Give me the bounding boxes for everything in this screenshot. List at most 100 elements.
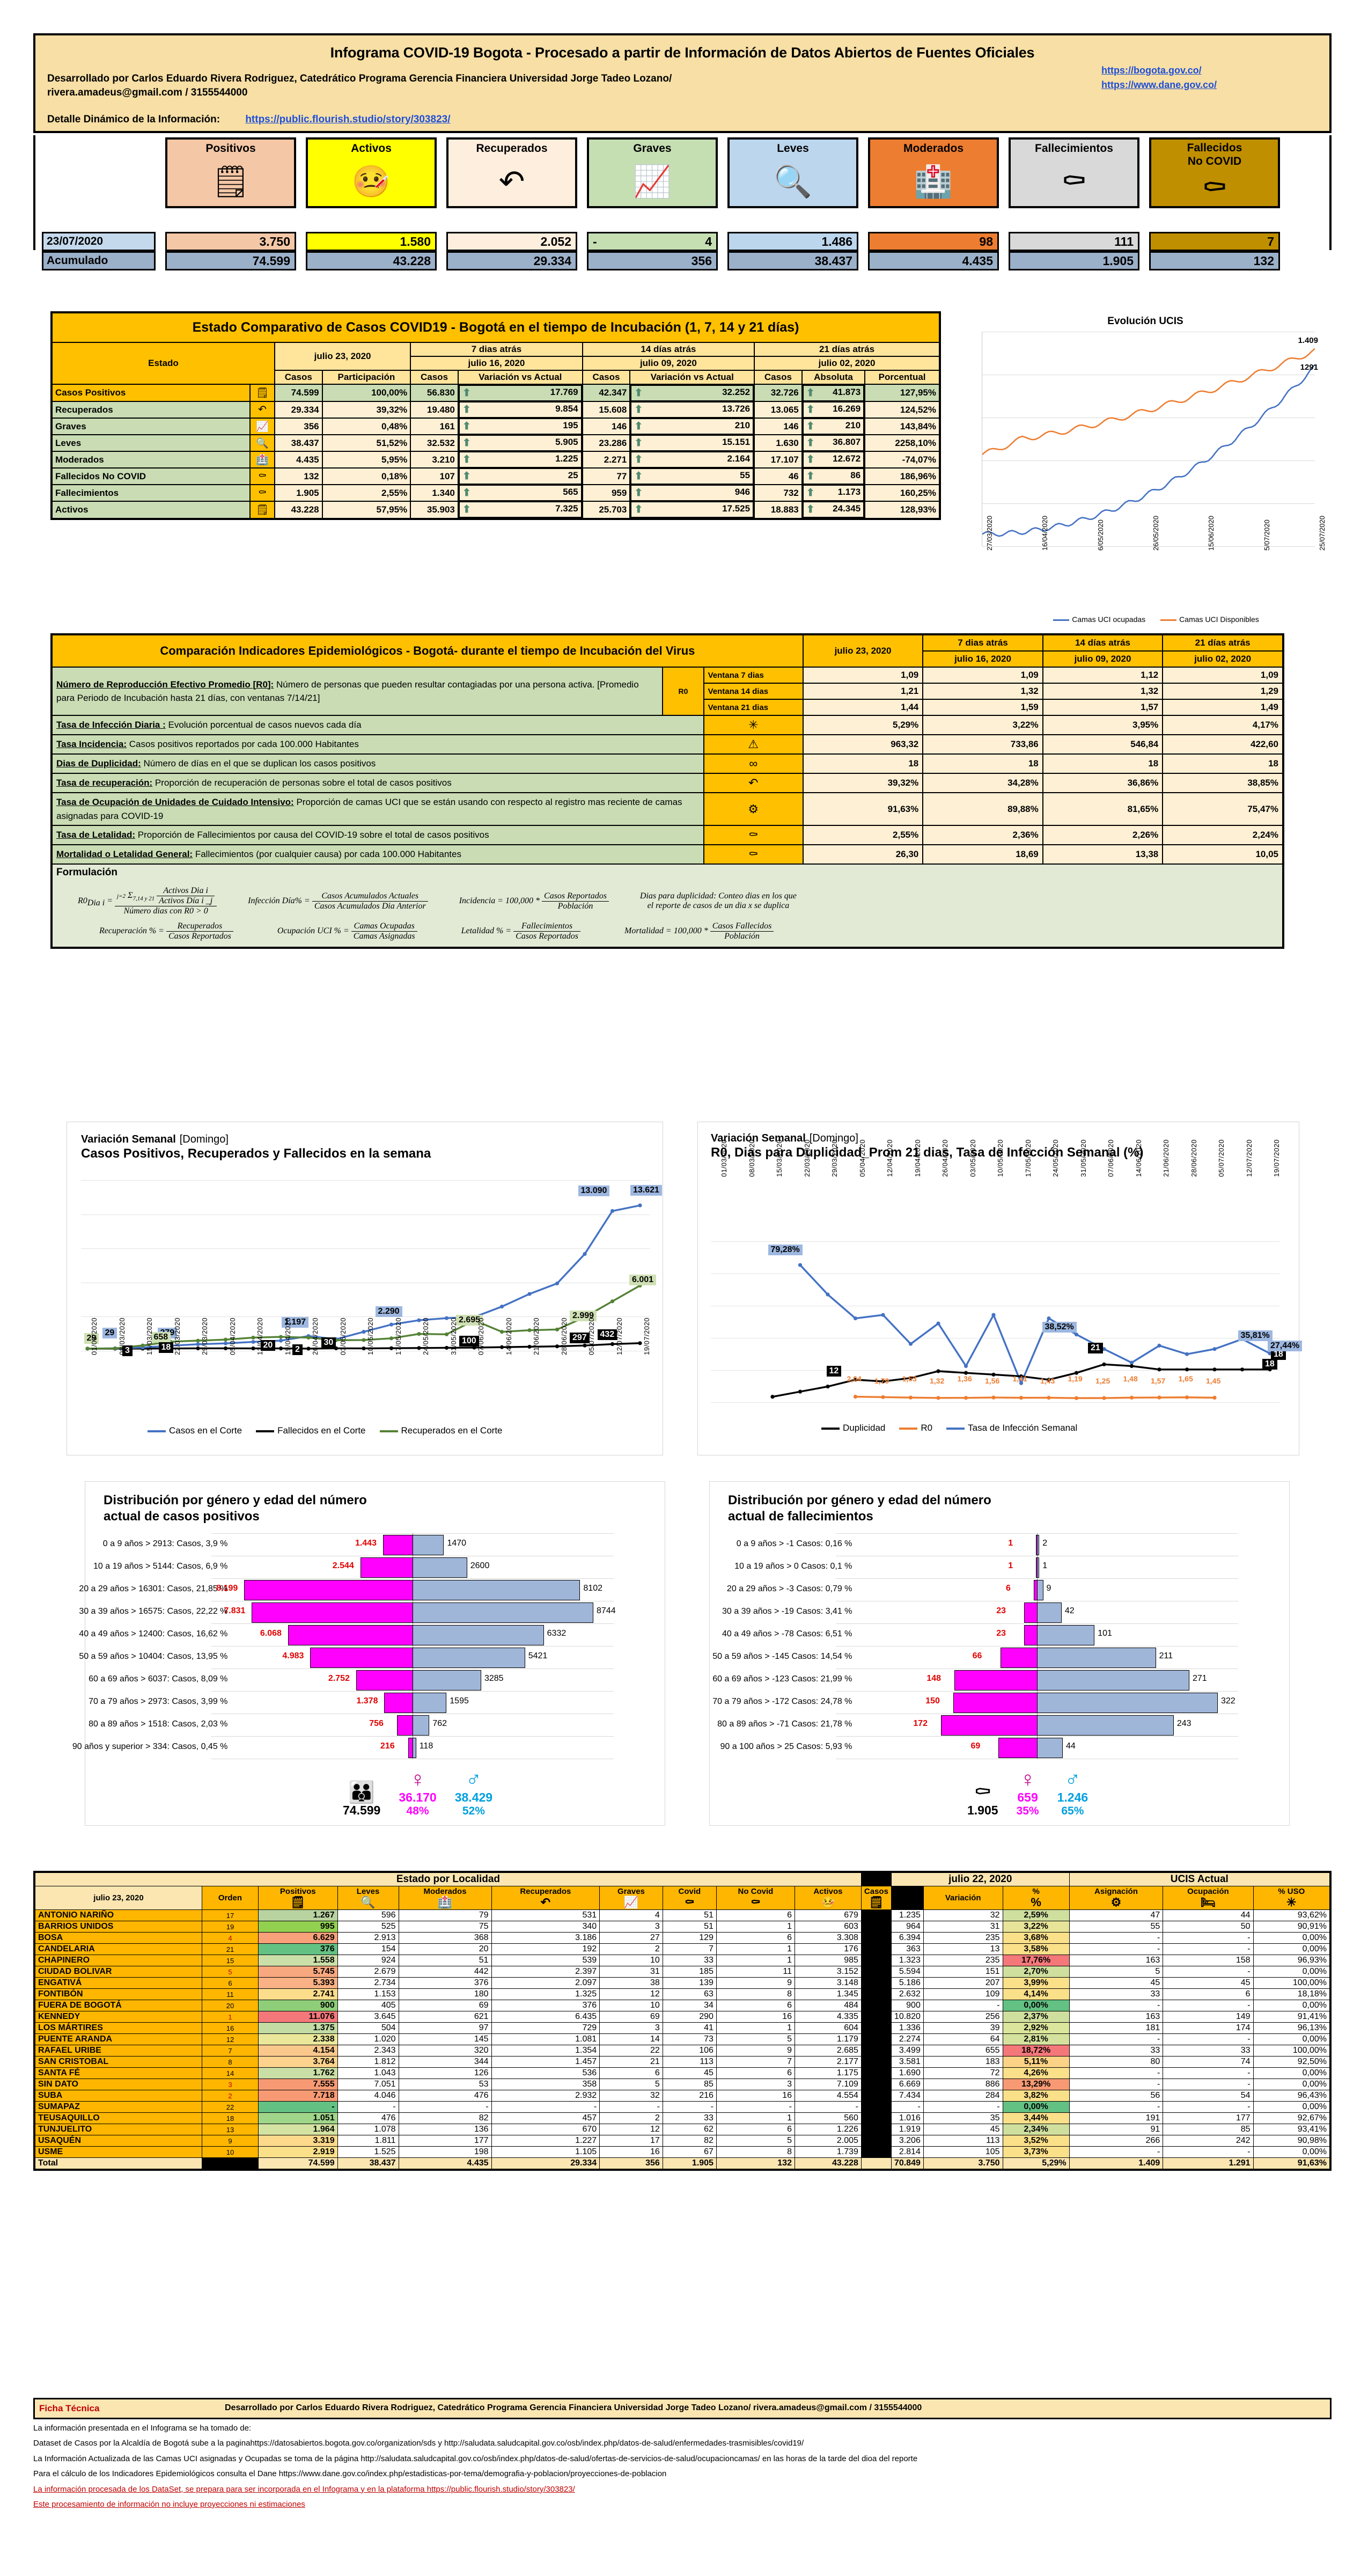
table-row[interactable]: SUBA 2 7.718 4.046 476 2.932 32 216 16 4.554 7.434… xyxy=(34,2090,1331,2102)
table-row[interactable]: CANDELARIA 21 376 154 20 192 2 7 1 176 363 13 3,58% -… xyxy=(34,1943,1331,1956)
data-label: 79,28% xyxy=(768,1245,803,1256)
cmp-casos-p0: 35.903 xyxy=(410,501,459,519)
pyramid-positives: Distribución por género y edad del númer… xyxy=(72,1481,665,1826)
chart2-title: Variación Semanal [Domingo] xyxy=(711,1132,858,1144)
age-group-label: 80 a 89 años > 1518: Casos, 2,03 % xyxy=(89,1719,228,1729)
locality-order: 9 xyxy=(202,2135,259,2147)
table-row[interactable]: FUERA DE BOGOTÁ 20 900 405 69 376 10 34 6 484 900-… xyxy=(34,2000,1331,2012)
indicator-value-v21: 18 xyxy=(1162,753,1284,774)
header-icon: ⚰ xyxy=(751,1896,761,1909)
indicator-value-v21: 422,60 xyxy=(1162,734,1284,755)
table-row[interactable]: FONTIBÓN 11 2.741 1.153 180 1.325 12 63 8 1.345 2.… xyxy=(34,1988,1331,2001)
locality-leves: 1.811 xyxy=(337,2135,399,2147)
cmp-var-p0: ⬆ 5.905 xyxy=(458,435,582,451)
locality-pct: 13,29% xyxy=(1002,2079,1070,2091)
trend-up-arrow-icon: ⬆ xyxy=(634,387,643,399)
cmp-casos-p0: 161 xyxy=(410,418,459,435)
legend-swatch xyxy=(148,1430,166,1432)
indicator-value-v14: 546,84 xyxy=(1042,734,1164,755)
total-value: 74.599 xyxy=(343,1803,381,1817)
cmp-var-p0: ⬆ 25 xyxy=(458,468,582,485)
table-row[interactable]: CHAPINERO 15 1.558 924 51 539 10 33 1 985 1.323 235… xyxy=(34,1955,1331,1967)
indicators-body: Número de Reproducción Efectivo Promedio… xyxy=(50,667,1284,865)
locality-activos: 1.226 xyxy=(794,2124,862,2136)
locality-order: 17 xyxy=(202,1909,259,1922)
bar-male xyxy=(413,1670,481,1690)
link-flourish-story[interactable]: https://public.flourish.studio/story/303… xyxy=(245,114,451,125)
kpi-accum-label: Acumulado xyxy=(42,251,156,270)
table-row[interactable]: PUENTE ARANDA 12 2.338 1.020 145 1.081 14 73 5 1.… xyxy=(34,2033,1331,2046)
male-group: ♂ 38.429 52% xyxy=(455,1769,492,1818)
bar-male-value: 8744 xyxy=(597,1606,616,1615)
table-row[interactable]: TEUSAQUILLO 18 1.051 476 82 457 2 33 1 560 1.016 35… xyxy=(34,2112,1331,2125)
locality-order: 8 xyxy=(202,2056,259,2068)
author-info: Desarrollado por Carlos Eduardo Rivera R… xyxy=(47,72,938,99)
legend-swatch xyxy=(379,1430,398,1432)
locality-recuperados: 1.354 xyxy=(491,2045,600,2057)
table-row[interactable]: TUNJUELITO 13 1.964 1.078 136 670 12 62 6 1.226 1.… xyxy=(34,2124,1331,2136)
gear-icon: ⚙ xyxy=(703,792,804,826)
locality-positivos: 1.375 xyxy=(258,2022,338,2035)
formula-recuperacion: Recuperación % = Recuperados Casos Report… xyxy=(99,921,233,941)
uci-legend: Camas UCI ocupadas Camas UCI Disponibles xyxy=(982,615,1330,624)
locality-asignacion: - xyxy=(1069,2033,1164,2046)
locality-asignacion: 56 xyxy=(1069,2090,1164,2102)
loc-sep-row xyxy=(860,2067,892,2080)
table-row[interactable]: ANTONIO NARIÑO 17 1.267 596 79 531 4 51 6 679 1.23… xyxy=(34,1909,1331,1922)
trend-up-arrow-icon: ⬆ xyxy=(462,404,471,415)
locality-asignacion: 163 xyxy=(1069,2011,1164,2023)
bar-female-value: 216 xyxy=(380,1741,395,1751)
kpi-card-recuperados: Recuperados ↶ xyxy=(446,137,577,208)
bar-female xyxy=(953,1693,1039,1713)
table-row[interactable]: SIN DATO 3 7.555 7.051 53 358 5 85 3 7.109 6.669 88… xyxy=(34,2079,1331,2091)
age-group-label: 30 a 39 años > -19 Casos: 3,41 % xyxy=(722,1607,852,1616)
table-row[interactable]: RAFAEL URIBE 7 4.154 2.343 320 1.354 22 106 9 2.6… xyxy=(34,2045,1331,2057)
kpi-card-label: Leves xyxy=(777,142,809,155)
locality-uso: 0,00% xyxy=(1253,2079,1331,2091)
r0-value-v7: 1,09 xyxy=(922,667,1043,684)
cmp-casos-p1: 2.271 xyxy=(582,451,631,469)
cmp-pct: 128,93% xyxy=(864,501,940,519)
table-row[interactable]: USAQUÉN 9 3.319 1.811 177 1.227 17 82 5 2.005 3.20… xyxy=(34,2135,1331,2147)
indicator-value-v7: 18 xyxy=(922,753,1043,774)
indicator-row: Tasa de Letalidad: Proporción de Falleci… xyxy=(51,825,1284,845)
dynamic-detail: Detalle Dinámico de la Información: http… xyxy=(47,114,450,126)
locality-nocovid: 1 xyxy=(716,2022,795,2035)
kpi-accum-moderados: 4.435 xyxy=(868,251,999,270)
kpi-day-fallecidos: 7 xyxy=(1149,232,1280,251)
locality-graves: 4 xyxy=(599,1909,663,1922)
link-dane-gov[interactable]: https://www.dane.gov.co/ xyxy=(1101,79,1217,90)
x-tick: 24/05/2020 xyxy=(1051,1139,1060,1177)
table-row[interactable]: CIUDAD BOLIVAR 5 5.745 2.679 442 2.397 31 185 11… xyxy=(34,1966,1331,1978)
locality-casos: 6.394 xyxy=(891,1932,924,1944)
table-row[interactable]: SAN CRISTOBAL 8 3.764 1.812 344 1.457 21 113 7 2.… xyxy=(34,2056,1331,2068)
table-row[interactable]: SUMAPAZ 22- - - - - - - - - -0,00% - -0,00% xyxy=(34,2101,1331,2113)
table-row[interactable]: LOS MÁRTIRES 16 1.375 504 97 729 3 41 1 604 1.336 3… xyxy=(34,2022,1331,2035)
locality-moderados: 368 xyxy=(398,1932,492,1944)
table-row[interactable]: BOSA 4 6.629 2.913 368 3.186 27 129 6 3.308 6.394 2… xyxy=(34,1932,1331,1944)
cmp-casos: 29.334 xyxy=(274,401,323,419)
locality-recuperados: 1.105 xyxy=(491,2146,600,2158)
locality-leves: 3.645 xyxy=(337,2011,399,2023)
cmp-casos-p0: 1.340 xyxy=(410,484,459,502)
loc-sep-row xyxy=(860,1955,892,1967)
sun-icon: ✳ xyxy=(703,715,804,735)
locality-pct: 2,37% xyxy=(1002,2011,1070,2023)
x-tick: 01/03/2020 xyxy=(90,1317,98,1355)
link-bogota-gov[interactable]: https://bogota.gov.co/ xyxy=(1101,65,1202,76)
total-order xyxy=(202,2157,259,2170)
data-label: 12 xyxy=(826,1365,842,1377)
locality-graves: 6 xyxy=(599,2067,663,2080)
table-row[interactable]: ENGATIVÁ 6 5.393 2.734 376 2.097 38 139 9 3.148 5.… xyxy=(34,1977,1331,1989)
locality-leves: 1.043 xyxy=(337,2067,399,2080)
x-tick: 31/05/2020 xyxy=(1079,1139,1087,1177)
table-row[interactable]: SANTA FÉ 14 1.762 1.043 126 536 6 45 6 1.175 1.690… xyxy=(34,2067,1331,2080)
locality-variacion: 256 xyxy=(923,2011,1003,2023)
locality-moderados: 476 xyxy=(398,2090,492,2102)
table-row[interactable]: KENNEDY 1 11.076 3.645 621 6.435 69 290 16 4.335 1… xyxy=(34,2011,1331,2023)
r0-point-label: 1,43 xyxy=(1040,1377,1055,1385)
table-row[interactable]: USME 10 2.919 1.525 198 1.105 16 67 8 1.739 2.814 1… xyxy=(34,2146,1331,2158)
table-row[interactable]: BARRIOS UNIDOS 19 995 525 75 340 3 51 1 603 964 31 3… xyxy=(34,1921,1331,1933)
locality-pct: 3,68% xyxy=(1002,1932,1070,1944)
sub-casos-0: Casos xyxy=(274,370,323,385)
